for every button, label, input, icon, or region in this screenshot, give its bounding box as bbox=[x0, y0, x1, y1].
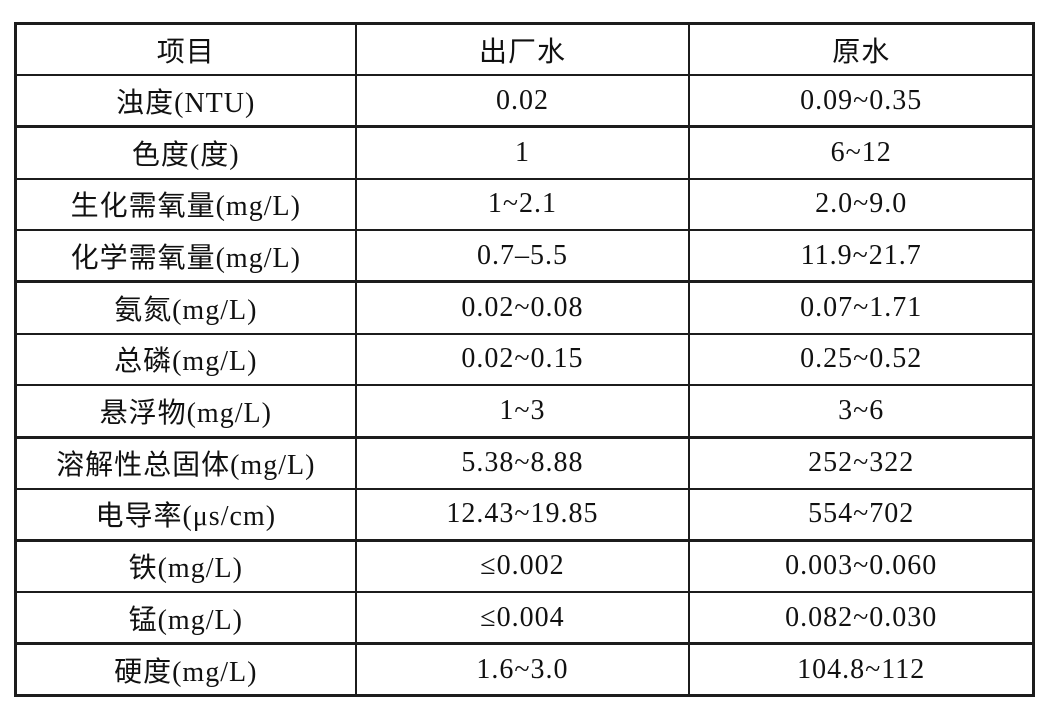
raw-water-cell: 0.082~0.030 bbox=[688, 591, 1036, 646]
column-header-raw-water: 原水 bbox=[688, 22, 1036, 77]
factory-water-cell: 12.43~19.85 bbox=[354, 487, 691, 542]
parameter-cell: 化学需氧量(mg/L) bbox=[14, 229, 357, 284]
parameter-cell: 电导率(μs/cm) bbox=[14, 487, 357, 542]
parameter-cell: 锰(mg/L) bbox=[14, 591, 357, 646]
raw-water-cell: 2.0~9.0 bbox=[688, 177, 1036, 232]
table-row: 锰(mg/L) ≤0.004 0.082~0.030 bbox=[14, 591, 1036, 646]
table-row: 总磷(mg/L) 0.02~0.15 0.25~0.52 bbox=[14, 332, 1036, 387]
raw-water-cell: 0.07~1.71 bbox=[688, 280, 1036, 335]
raw-water-cell: 6~12 bbox=[688, 125, 1036, 180]
parameter-cell: 浊度(NTU) bbox=[14, 74, 357, 129]
parameter-cell: 溶解性总固体(mg/L) bbox=[14, 436, 357, 490]
table-row: 色度(度) 1 6~12 bbox=[14, 125, 1036, 180]
factory-water-cell: 1~2.1 bbox=[354, 177, 691, 232]
parameter-cell: 生化需氧量(mg/L) bbox=[14, 177, 357, 232]
column-header-factory-water: 出厂水 bbox=[354, 22, 691, 77]
factory-water-cell: 1.6~3.0 bbox=[354, 642, 691, 697]
table-row: 氨氮(mg/L) 0.02~0.08 0.07~1.71 bbox=[14, 280, 1036, 335]
table-row: 铁(mg/L) ≤0.002 0.003~0.060 bbox=[14, 539, 1036, 594]
raw-water-cell: 554~702 bbox=[688, 487, 1036, 542]
raw-water-cell: 3~6 bbox=[688, 384, 1036, 439]
table-row: 电导率(μs/cm) 12.43~19.85 554~702 bbox=[14, 487, 1036, 542]
parameter-cell: 悬浮物(mg/L) bbox=[14, 384, 357, 439]
parameter-cell: 总磷(mg/L) bbox=[14, 332, 357, 387]
table-row: 浊度(NTU) 0.02 0.09~0.35 bbox=[14, 74, 1036, 129]
raw-water-cell: 104.8~112 bbox=[688, 642, 1036, 697]
water-quality-table: 项目 出厂水 原水 浊度(NTU) 0.02 0.09~0.35 色度(度) 1 6~12… bbox=[14, 22, 1036, 697]
table-body: 浊度(NTU) 0.02 0.09~0.35 色度(度) 1 6~12 生化需氧量(mg/L… bbox=[14, 74, 1036, 697]
raw-water-cell: 252~322 bbox=[688, 436, 1036, 490]
factory-water-cell: 0.02 bbox=[354, 74, 691, 129]
factory-water-cell: 0.7–5.5 bbox=[354, 229, 691, 284]
factory-water-cell: ≤0.002 bbox=[354, 539, 691, 594]
factory-water-cell: 1 bbox=[354, 125, 691, 180]
factory-water-cell: ≤0.004 bbox=[354, 591, 691, 646]
table-row: 硬度(mg/L) 1.6~3.0 104.8~112 bbox=[14, 642, 1036, 697]
factory-water-cell: 0.02~0.15 bbox=[354, 332, 691, 387]
factory-water-cell: 5.38~8.88 bbox=[354, 436, 691, 490]
table-row: 生化需氧量(mg/L) 1~2.1 2.0~9.0 bbox=[14, 177, 1036, 232]
raw-water-cell: 0.003~0.060 bbox=[688, 539, 1036, 594]
raw-water-cell: 0.25~0.52 bbox=[688, 332, 1036, 387]
parameter-cell: 硬度(mg/L) bbox=[14, 642, 357, 697]
table-header-row: 项目 出厂水 原水 bbox=[14, 22, 1036, 77]
factory-water-cell: 0.02~0.08 bbox=[354, 280, 691, 335]
parameter-cell: 氨氮(mg/L) bbox=[14, 280, 357, 335]
column-header-item: 项目 bbox=[14, 22, 357, 77]
factory-water-cell: 1~3 bbox=[354, 384, 691, 439]
table-row: 化学需氧量(mg/L) 0.7–5.5 11.9~21.7 bbox=[14, 229, 1036, 284]
table-row: 溶解性总固体(mg/L) 5.38~8.88 252~322 bbox=[14, 436, 1036, 490]
raw-water-cell: 11.9~21.7 bbox=[688, 229, 1036, 284]
parameter-cell: 色度(度) bbox=[14, 125, 357, 180]
raw-water-cell: 0.09~0.35 bbox=[688, 74, 1036, 129]
table-row: 悬浮物(mg/L) 1~3 3~6 bbox=[14, 384, 1036, 439]
parameter-cell: 铁(mg/L) bbox=[14, 539, 357, 594]
